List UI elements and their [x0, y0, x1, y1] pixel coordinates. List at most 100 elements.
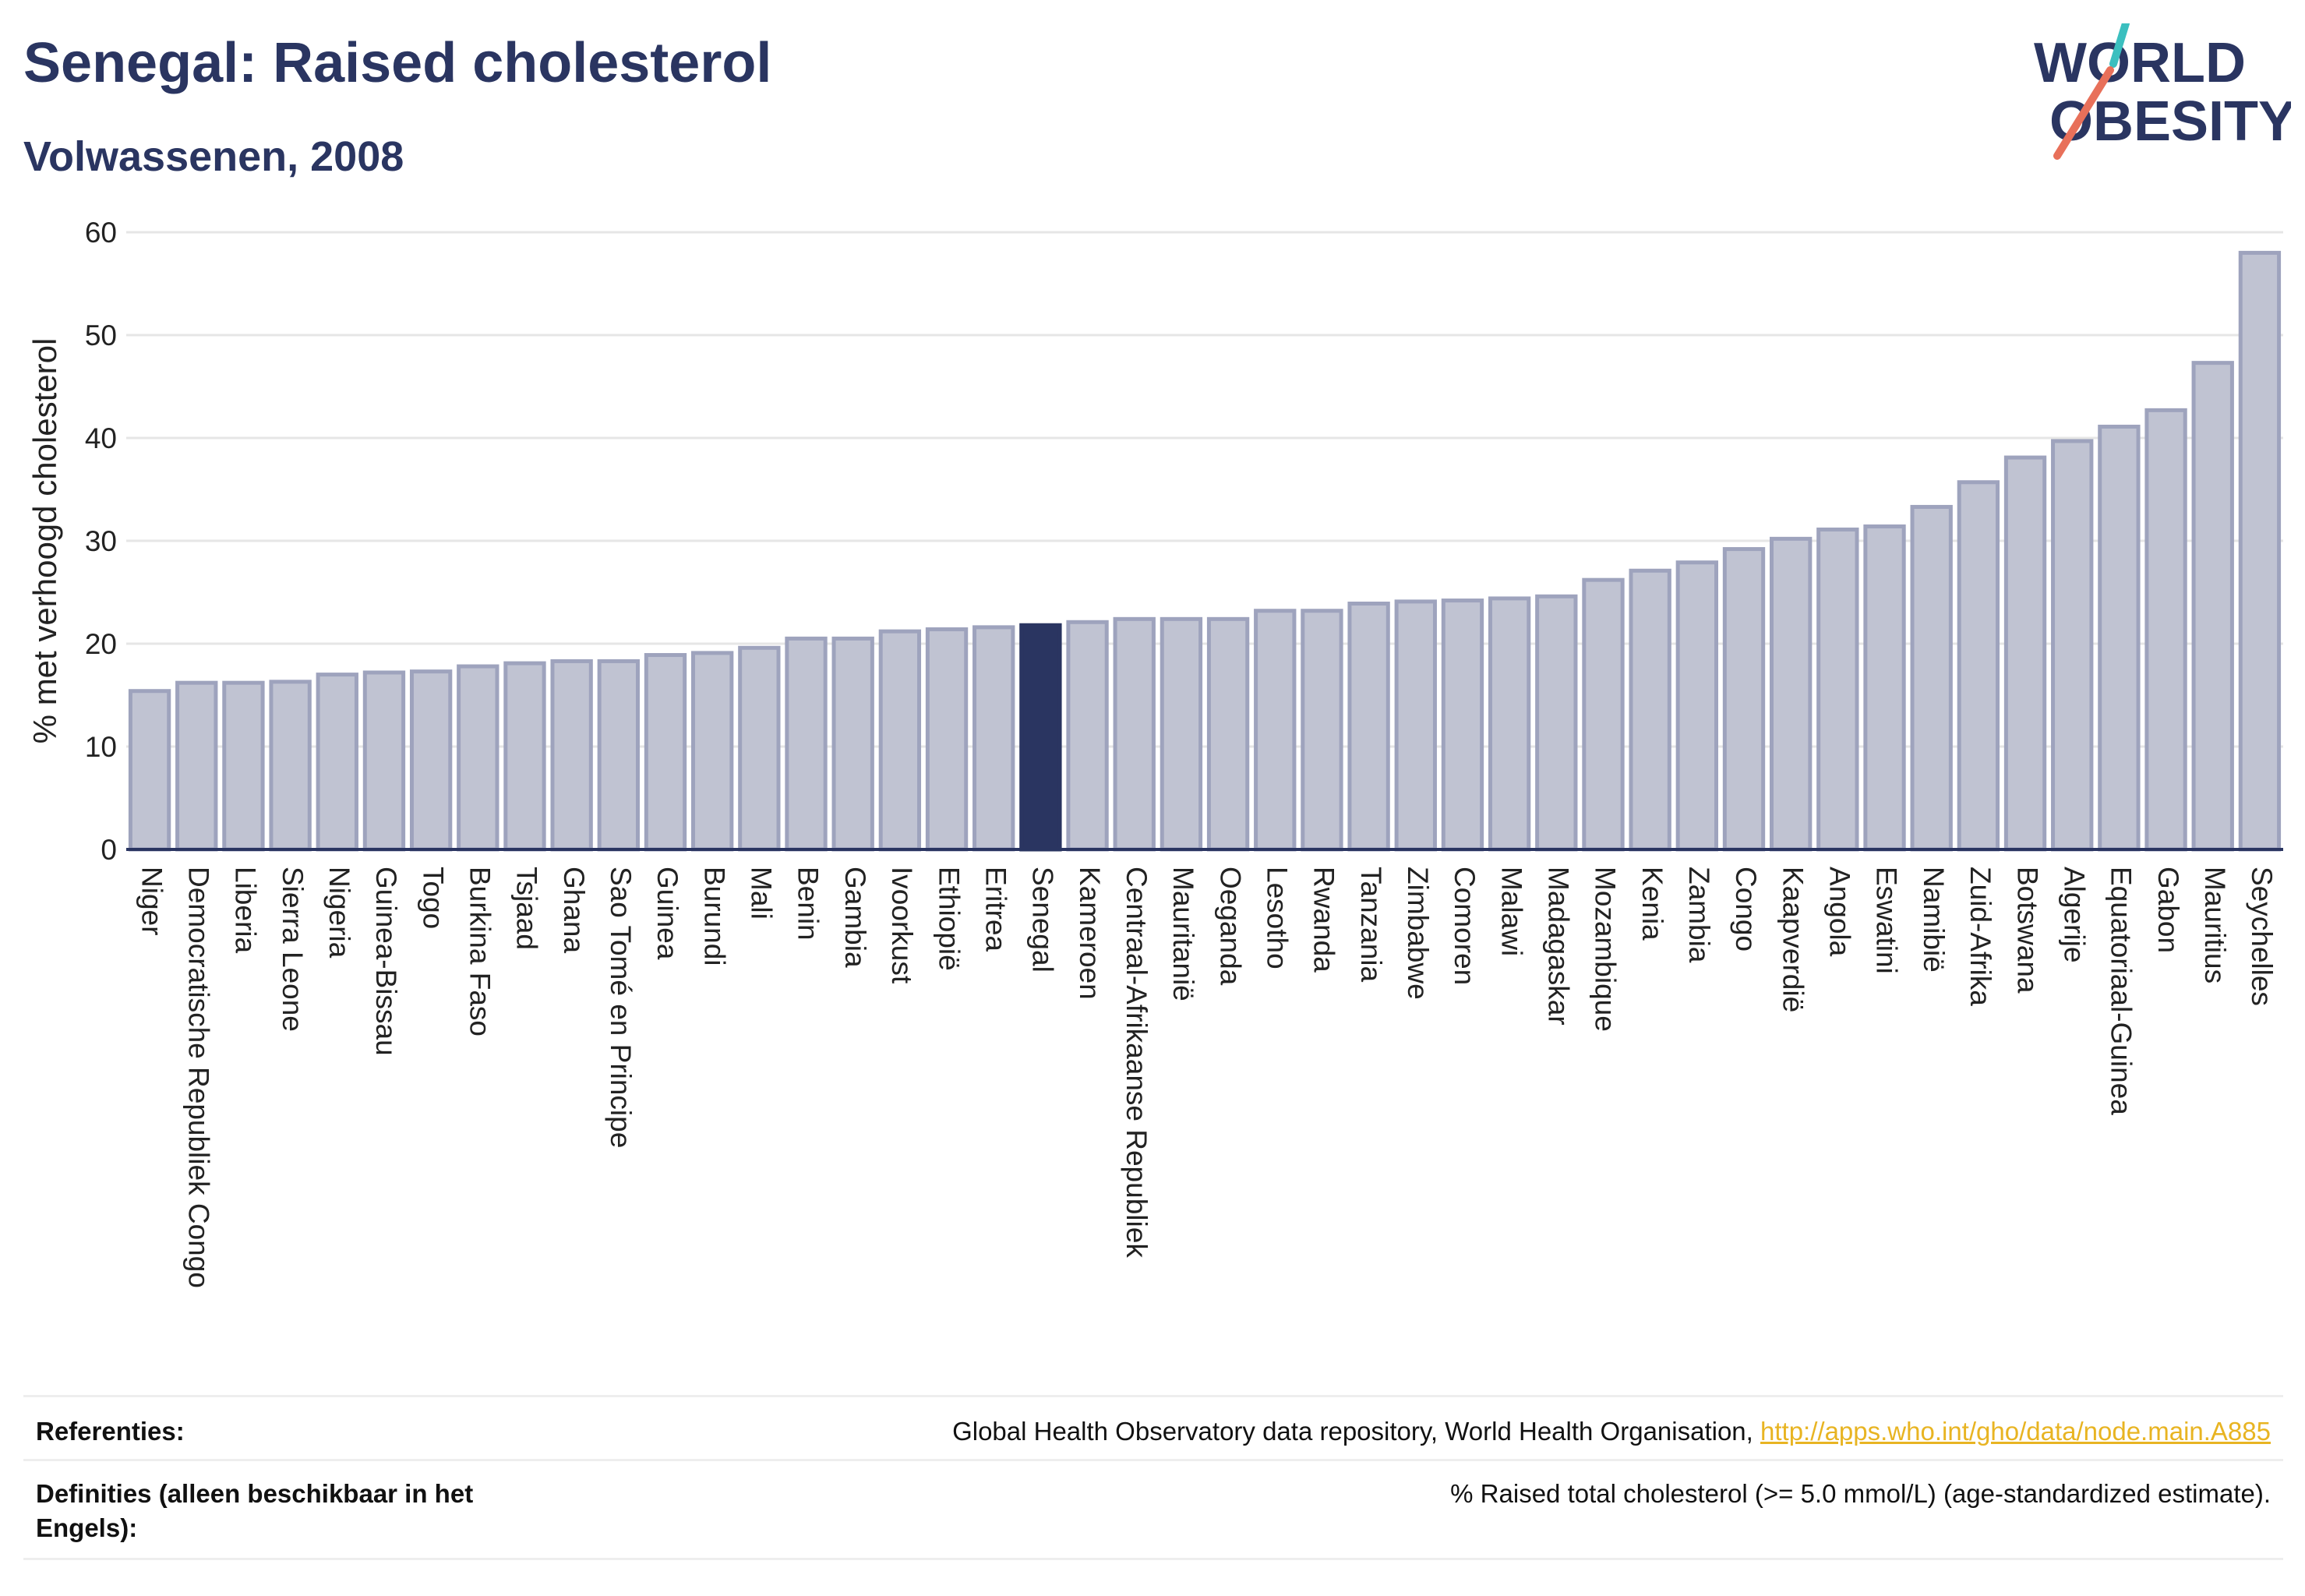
chart-subtitle: Volwassenen, 2008 [23, 133, 404, 180]
x-tick-label: Sao Tomé en Principe [605, 867, 637, 1148]
x-tick-label: Equatoriaal-Guinea [2106, 867, 2137, 1115]
x-tick-label: Oeganda [1214, 867, 1246, 986]
x-tick-label: Malawi [1495, 867, 1527, 956]
x-tick-label: Zimbabwe [1402, 867, 1434, 1000]
bar [1206, 616, 1250, 852]
bar [2051, 439, 2094, 852]
world-obesity-logo: WORLD OBESITY [2034, 23, 2291, 160]
references-link[interactable]: http://apps.who.int/gho/data/node.main.A… [1760, 1417, 2271, 1446]
x-tick-label: Rwanda [1308, 867, 1340, 973]
y-tick-label: 40 [85, 422, 117, 454]
x-tick-label: Sierra Leone [277, 867, 309, 1032]
bar-highlight [1019, 623, 1062, 852]
bar [1394, 599, 1437, 852]
bar [1301, 609, 1343, 852]
x-tick-label: Mauritanië [1167, 867, 1199, 1001]
x-tick-label: Tanzania [1355, 867, 1387, 983]
bar [738, 645, 781, 852]
logo-line1: WORLD [2034, 32, 2246, 94]
x-tick-label: Togo [417, 867, 449, 929]
x-tick-label: Ivoorkust [886, 867, 918, 984]
x-tick-label: Liberia [230, 867, 262, 953]
references-value: Global Health Observatory data repositor… [952, 1414, 2271, 1449]
bar [1347, 602, 1390, 852]
bar [175, 680, 218, 852]
bar [1816, 527, 1859, 852]
x-tick-label: Kenia [1636, 867, 1668, 941]
x-tick-label: Democratische Republiek Congo [182, 867, 214, 1288]
bar [409, 669, 453, 852]
bar [1113, 616, 1156, 852]
y-tick-label: 0 [101, 834, 117, 866]
x-tick-label: Burundi [698, 867, 730, 966]
x-tick-label: Mozambique [1590, 867, 1622, 1032]
definitions-row: Definities (alleen beschikbaar in het En… [23, 1459, 2283, 1560]
x-tick-label: Niger [136, 867, 168, 935]
bar [1770, 536, 1813, 852]
bar-chart: 0 10 20 30 40 50 60 % met verhoogd cholesterol N… [26, 217, 2283, 1288]
bar [925, 627, 969, 852]
logo-stroke-teal [2109, 23, 2130, 68]
x-tick-label: Seychelles [2246, 867, 2278, 1006]
bar [2144, 408, 2187, 852]
x-tick-label: Gambia [839, 867, 871, 968]
x-tick-label: Eswatini [1871, 867, 1903, 974]
bar [2003, 455, 2047, 852]
bar [1066, 620, 1109, 852]
x-tick-label: Zambia [1683, 867, 1715, 963]
bar [1722, 547, 1766, 852]
bar [222, 680, 265, 852]
bar [831, 636, 874, 852]
x-tick-label: Lesotho [1261, 867, 1293, 969]
bar [1441, 598, 1484, 852]
x-tick-label: Congo [1730, 867, 1762, 952]
y-tick-label: 20 [85, 628, 117, 660]
y-tick-label: 30 [85, 525, 117, 557]
x-tick-label: Guinea [651, 867, 683, 960]
x-tick-label: Eritrea [980, 867, 1011, 952]
bar [2191, 361, 2234, 852]
bar [1675, 560, 1718, 852]
y-tick-label: 50 [85, 320, 117, 351]
x-tick-label: Ethiopië [933, 867, 965, 971]
x-tick-label: Botswana [2011, 867, 2043, 994]
bar [644, 653, 687, 852]
bar [972, 625, 1015, 852]
bar [316, 673, 358, 852]
bar [1254, 609, 1297, 852]
x-tick-label: Senegal [1027, 867, 1059, 973]
bar [503, 661, 546, 852]
bar [1535, 594, 1578, 852]
x-tick-label: Namibië [1918, 867, 1950, 973]
x-tick-label: Benin [792, 867, 824, 941]
bar [691, 651, 734, 852]
x-tick-label: Zuid-Afrika [1964, 867, 1996, 1006]
references-row: Referenties: Global Health Observatory d… [23, 1395, 2283, 1461]
bar [362, 670, 406, 852]
y-tick-label: 10 [85, 731, 117, 763]
x-tick-label: Comoren [1449, 867, 1481, 985]
definitions-value: % Raised total cholesterol (>= 5.0 mmol/… [1450, 1479, 2271, 1508]
definitions-label: Definities (alleen beschikbaar in het En… [36, 1479, 474, 1542]
x-tick-label: Tsjaad [511, 867, 543, 950]
bar [128, 689, 171, 852]
bar [1629, 568, 1671, 852]
x-tick-label: Burkina Faso [464, 867, 496, 1036]
bar [1488, 596, 1531, 852]
y-tick-label: 60 [85, 217, 117, 249]
bar [1863, 524, 1906, 852]
bar [878, 629, 922, 852]
x-tick-label: Ghana [558, 867, 590, 954]
bar [597, 659, 640, 852]
x-tick-label: Madagaskar [1543, 867, 1575, 1026]
x-tick-label: Angola [1824, 867, 1856, 957]
chart-title: Senegal: Raised cholesterol [23, 32, 772, 94]
x-tick-label: Centraal-Afrikaanse Republiek [1121, 867, 1152, 1258]
x-tick-label: Mauritius [2199, 867, 2231, 983]
bar [1160, 616, 1203, 852]
bar [1582, 577, 1625, 852]
references-text: Global Health Observatory data repositor… [952, 1417, 1761, 1446]
bar [269, 680, 312, 852]
x-tick-label: Algerije [2058, 867, 2090, 962]
bar [457, 664, 499, 852]
